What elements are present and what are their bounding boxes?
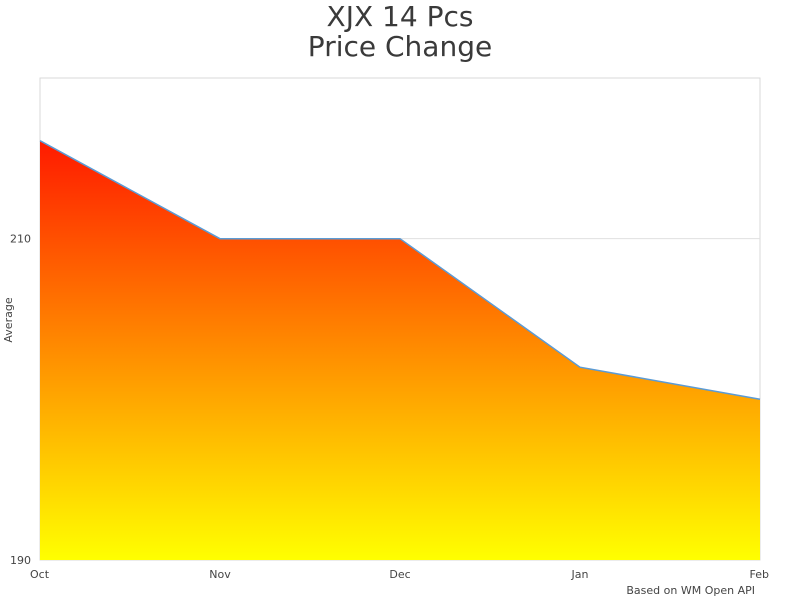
area-fill — [40, 140, 760, 560]
y-axis-label: Average — [2, 297, 15, 342]
series-line — [39, 140, 761, 401]
x-tick-label: Dec — [389, 568, 410, 581]
x-tick-label: Nov — [209, 568, 231, 581]
chart-title: XJX 14 Pcs Price Change — [0, 2, 800, 62]
x-tick-label: Feb — [750, 568, 769, 581]
y-tick-label: 190 — [10, 554, 31, 567]
x-axis-ticks: Oct Nov Dec Jan Feb — [30, 568, 769, 581]
x-tick-label: Oct — [30, 568, 50, 581]
chart-title-line-2: Price Change — [307, 30, 493, 63]
x-tick-label: Jan — [571, 568, 589, 581]
y-tick-label: 210 — [10, 233, 31, 246]
chart-title-line-1: XJX 14 Pcs — [326, 0, 474, 33]
y-axis-ticks: 190 210 — [10, 233, 31, 567]
source-footer: Based on WM Open API — [626, 584, 755, 597]
